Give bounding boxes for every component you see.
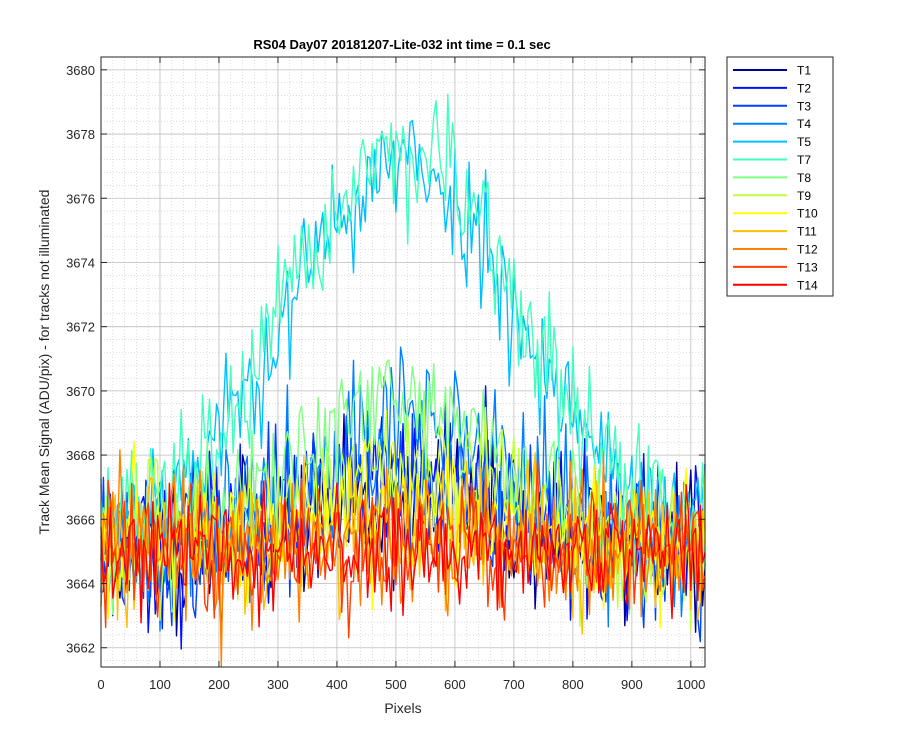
legend-label: T9 [797,189,811,203]
data-series [100,93,706,668]
legend-label: T11 [797,225,817,239]
legend-item-t4: T4 [733,117,811,131]
legend-item-t1: T1 [733,64,811,78]
legend-item-t7: T7 [733,153,811,167]
legend-item-t12: T12 [733,243,818,257]
legend-item-t9: T9 [733,189,811,203]
x-tick-label: 1000 [676,677,705,692]
legend-label: T13 [797,260,818,274]
x-tick-label: 200 [208,677,230,692]
x-tick-label: 600 [444,677,466,692]
chart-title: RS04 Day07 20181207-Lite-032 int time = … [253,37,550,52]
legend-item-t13: T13 [733,260,818,274]
legend-label: T1 [797,64,811,78]
legend-label: T12 [797,243,818,257]
x-tick-label: 900 [621,677,643,692]
y-tick-label: 3672 [66,320,95,335]
legend: T1 T2 T3 T4 T5 T7 T8 T9 T10 T11 T12 T13 T14 [726,56,834,297]
series-line-t7 [100,93,706,565]
series-line-t14 [100,480,706,628]
legend-label: T10 [797,207,818,221]
legend-item-t10: T10 [733,207,818,221]
legend-label: T14 [797,278,818,292]
legend-label: T2 [797,81,811,95]
y-tick-label: 3678 [66,127,95,142]
legend-item-t2: T2 [733,81,811,95]
x-tick-label: 300 [267,677,289,692]
y-tick-label: 3668 [66,448,95,463]
x-tick-label: 700 [503,677,525,692]
legend-label: T3 [797,99,811,113]
plot-area: 0 100 200 300 400 500 600 700 800 900 1000 3662366… [66,56,706,692]
y-tick-label: 3666 [66,512,95,527]
legend-item-t14: T14 [733,278,818,292]
legend-item-t5: T5 [733,135,811,149]
y-tick-label: 3676 [66,191,95,206]
legend-label: T5 [797,135,811,149]
y-tick-label: 3674 [66,255,95,270]
y-tick-label: 3662 [66,641,95,656]
legend-item-t11: T11 [733,225,817,239]
x-tick-label: 0 [97,677,104,692]
x-tick-label: 400 [326,677,348,692]
legend-item-t3: T3 [733,99,811,113]
legend-item-t8: T8 [733,171,811,185]
legend-label: T4 [797,117,811,131]
y-axis-label: Track Mean Signal (ADU/pix) - for tracks… [36,190,52,535]
y-tick-label: 3680 [66,63,95,78]
y-axis-ticks: 3662 3664 3666 3668 3670 3672 3674 3676 3678 3680 [66,63,705,656]
x-tick-label: 100 [149,677,171,692]
x-axis-ticks: 0 100 200 300 400 500 600 700 800 900 1000 [97,57,705,692]
x-tick-label: 500 [385,677,407,692]
plot-frame [100,56,706,668]
y-tick-label: 3664 [66,577,95,592]
x-axis-label: Pixels [384,700,421,716]
legend-items: T1 T2 T3 T4 T5 T7 T8 T9 T10 T11 T12 T13 T14 [733,64,818,292]
x-tick-label: 800 [562,677,584,692]
y-tick-label: 3670 [66,384,95,399]
legend-label: T7 [797,153,811,167]
legend-label: T8 [797,171,811,185]
